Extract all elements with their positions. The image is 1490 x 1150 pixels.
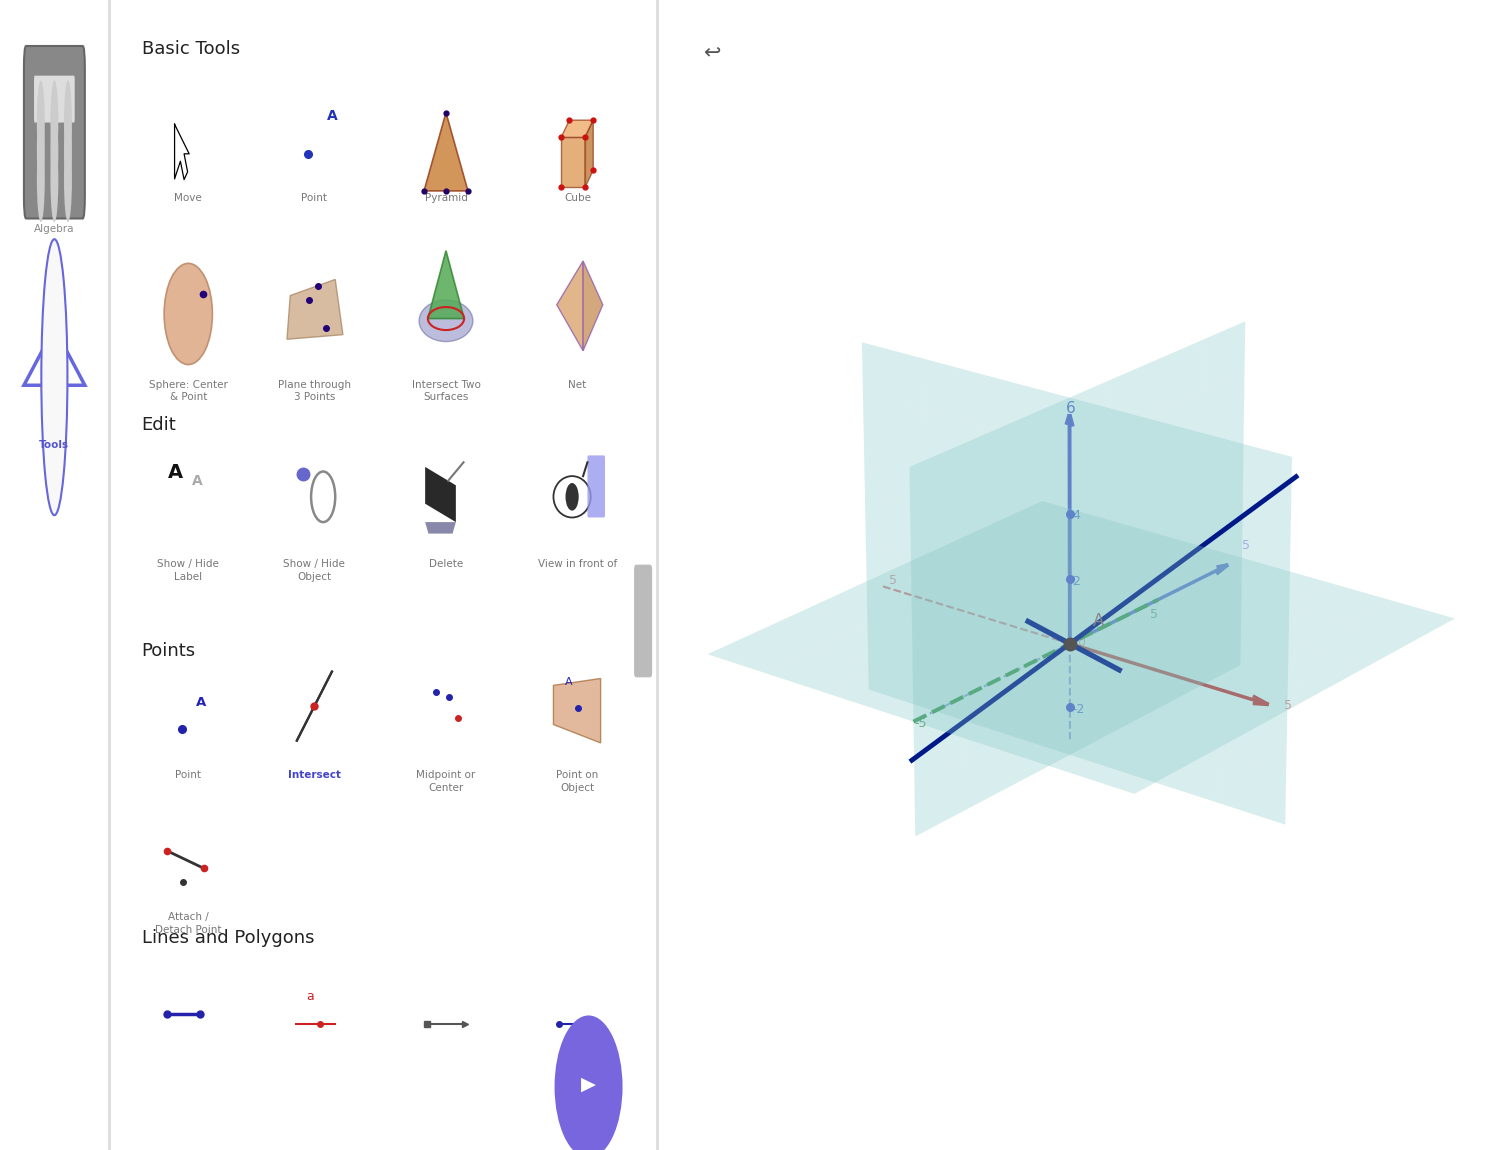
Text: A: A bbox=[326, 108, 337, 123]
Text: Sphere: Center
& Point: Sphere: Center & Point bbox=[149, 380, 228, 402]
Text: Show / Hide
Object: Show / Hide Object bbox=[283, 559, 346, 582]
Polygon shape bbox=[583, 261, 603, 351]
Circle shape bbox=[64, 81, 72, 164]
Circle shape bbox=[164, 263, 213, 365]
Text: View in front of: View in front of bbox=[538, 559, 617, 569]
Polygon shape bbox=[425, 522, 456, 534]
Text: Tools: Tools bbox=[39, 440, 70, 451]
Text: Point: Point bbox=[301, 193, 328, 204]
Text: Delete: Delete bbox=[429, 559, 463, 569]
Text: ↩: ↩ bbox=[703, 44, 720, 63]
Circle shape bbox=[51, 138, 58, 222]
FancyBboxPatch shape bbox=[24, 46, 85, 218]
Text: Show / Hide
Label: Show / Hide Label bbox=[158, 559, 219, 582]
Text: A: A bbox=[565, 677, 572, 688]
Text: Midpoint or
Center: Midpoint or Center bbox=[416, 770, 475, 793]
Circle shape bbox=[51, 109, 58, 193]
Circle shape bbox=[51, 81, 58, 164]
Text: A: A bbox=[192, 474, 203, 489]
Text: A: A bbox=[197, 696, 206, 710]
Polygon shape bbox=[562, 120, 593, 138]
Polygon shape bbox=[557, 261, 583, 351]
Circle shape bbox=[37, 138, 45, 222]
Text: Intersect: Intersect bbox=[288, 770, 341, 781]
Circle shape bbox=[64, 138, 72, 222]
Polygon shape bbox=[553, 678, 600, 743]
Text: ▶: ▶ bbox=[581, 1075, 596, 1094]
Text: Lines and Polygons: Lines and Polygons bbox=[142, 929, 314, 948]
Text: Points: Points bbox=[142, 642, 195, 660]
Text: Attach /
Detach Point: Attach / Detach Point bbox=[155, 912, 222, 935]
Text: Cube: Cube bbox=[565, 193, 592, 204]
Circle shape bbox=[42, 239, 67, 515]
Circle shape bbox=[566, 483, 578, 511]
FancyBboxPatch shape bbox=[587, 455, 605, 518]
Polygon shape bbox=[425, 113, 468, 191]
Text: a: a bbox=[307, 990, 314, 1004]
Text: Plane through
3 Points: Plane through 3 Points bbox=[279, 380, 350, 402]
Ellipse shape bbox=[419, 300, 472, 342]
Circle shape bbox=[554, 1015, 623, 1150]
Polygon shape bbox=[586, 120, 593, 187]
Text: Point on
Object: Point on Object bbox=[556, 770, 599, 793]
Text: Intersect Two
Surfaces: Intersect Two Surfaces bbox=[411, 380, 480, 402]
Polygon shape bbox=[428, 251, 463, 319]
Text: Edit: Edit bbox=[142, 416, 176, 435]
Text: Point: Point bbox=[176, 770, 201, 781]
FancyBboxPatch shape bbox=[635, 565, 653, 677]
Text: Basic Tools: Basic Tools bbox=[142, 40, 240, 59]
Polygon shape bbox=[425, 467, 456, 522]
Circle shape bbox=[64, 109, 72, 193]
Polygon shape bbox=[288, 279, 343, 339]
Text: Pyramid: Pyramid bbox=[425, 193, 468, 204]
Text: A: A bbox=[167, 463, 183, 482]
Text: Algebra: Algebra bbox=[34, 224, 74, 235]
Polygon shape bbox=[562, 138, 586, 187]
Circle shape bbox=[37, 109, 45, 193]
FancyBboxPatch shape bbox=[34, 76, 74, 123]
Circle shape bbox=[37, 81, 45, 164]
Text: Net: Net bbox=[569, 380, 587, 390]
Text: Move: Move bbox=[174, 193, 203, 204]
